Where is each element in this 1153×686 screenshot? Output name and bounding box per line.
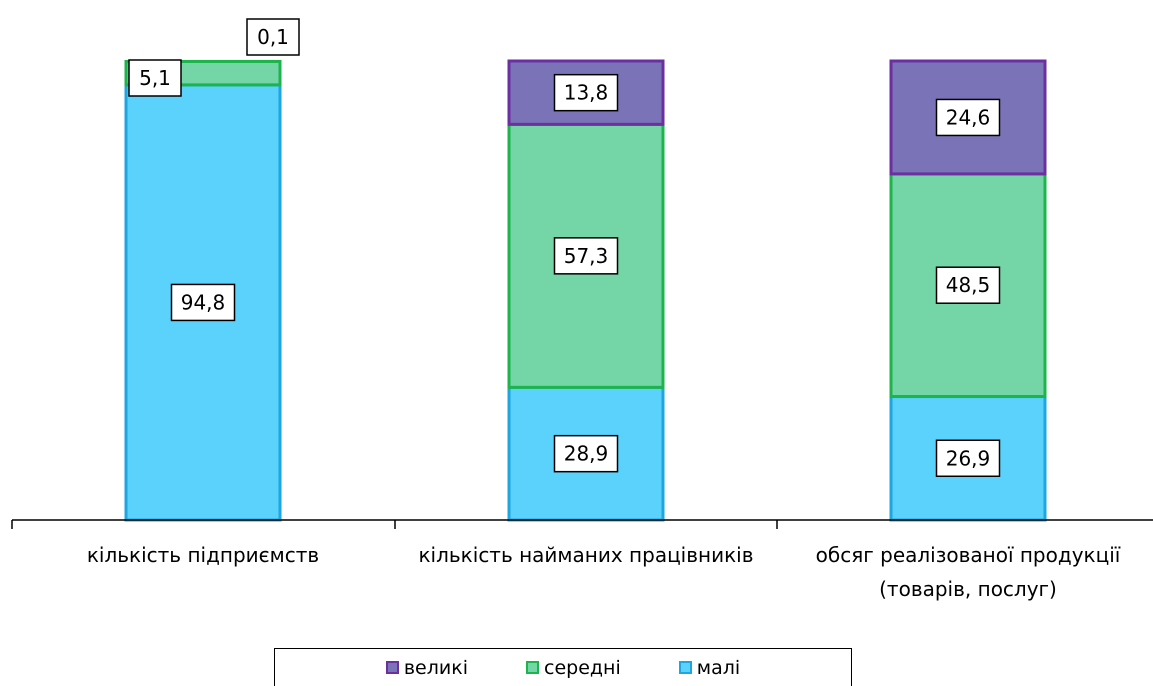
category-label-2-line-1: (товарів, послуг) bbox=[879, 577, 1057, 601]
legend-label-seredni: середні bbox=[544, 656, 621, 679]
data-label-великі-1: 13,8 bbox=[564, 81, 609, 105]
data-label-малі-0-box bbox=[170, 283, 236, 322]
data-label-середні-1-box bbox=[553, 237, 619, 275]
data-label-середні-0: 5,1 bbox=[139, 66, 171, 90]
data-label-великі-2: 24,6 bbox=[946, 105, 991, 129]
legend-item-seredni: середні bbox=[526, 657, 621, 679]
data-label-малі-1-box bbox=[553, 434, 619, 473]
data-label-великі-0: 0,1 bbox=[257, 25, 289, 49]
category-label-1: кількість найманих працівників bbox=[418, 543, 753, 567]
data-label-малі-1: 28,9 bbox=[564, 442, 609, 466]
legend: великі середні малі bbox=[274, 648, 852, 686]
legend-swatch-velyki bbox=[385, 661, 399, 674]
legend-item-velyki: великі bbox=[385, 656, 468, 679]
data-label-малі-2-box bbox=[935, 439, 1001, 478]
data-label-середні-2-box bbox=[935, 266, 1001, 304]
data-label-середні-2: 48,5 bbox=[946, 273, 991, 297]
data-label-великі-2-box bbox=[935, 98, 1001, 137]
stacked-bar-chart: 94,8 5,1 0,1 28,9 57,3 13,8 26,9 48,5 24,6 кількі… bbox=[11, 18, 1153, 601]
data-label-великі-1-box bbox=[553, 73, 619, 112]
data-label-малі-2: 26,9 bbox=[946, 446, 991, 470]
legend-item-mali: малі bbox=[678, 656, 741, 679]
data-label-середні-0-box bbox=[128, 59, 182, 97]
data-label-малі-0: 94,8 bbox=[181, 290, 226, 314]
category-label-2: обсяг реалізованої продукції bbox=[816, 543, 1121, 567]
data-label-середні-1: 57,3 bbox=[564, 244, 609, 268]
category-label-0: кількість підприємств bbox=[87, 543, 319, 567]
legend-swatch-mali bbox=[678, 661, 692, 674]
legend-swatch-seredni bbox=[526, 661, 539, 674]
legend-label-mali: малі bbox=[696, 656, 741, 679]
data-label-великі-0-box bbox=[246, 18, 300, 56]
legend-label-velyki: великі bbox=[403, 656, 468, 679]
